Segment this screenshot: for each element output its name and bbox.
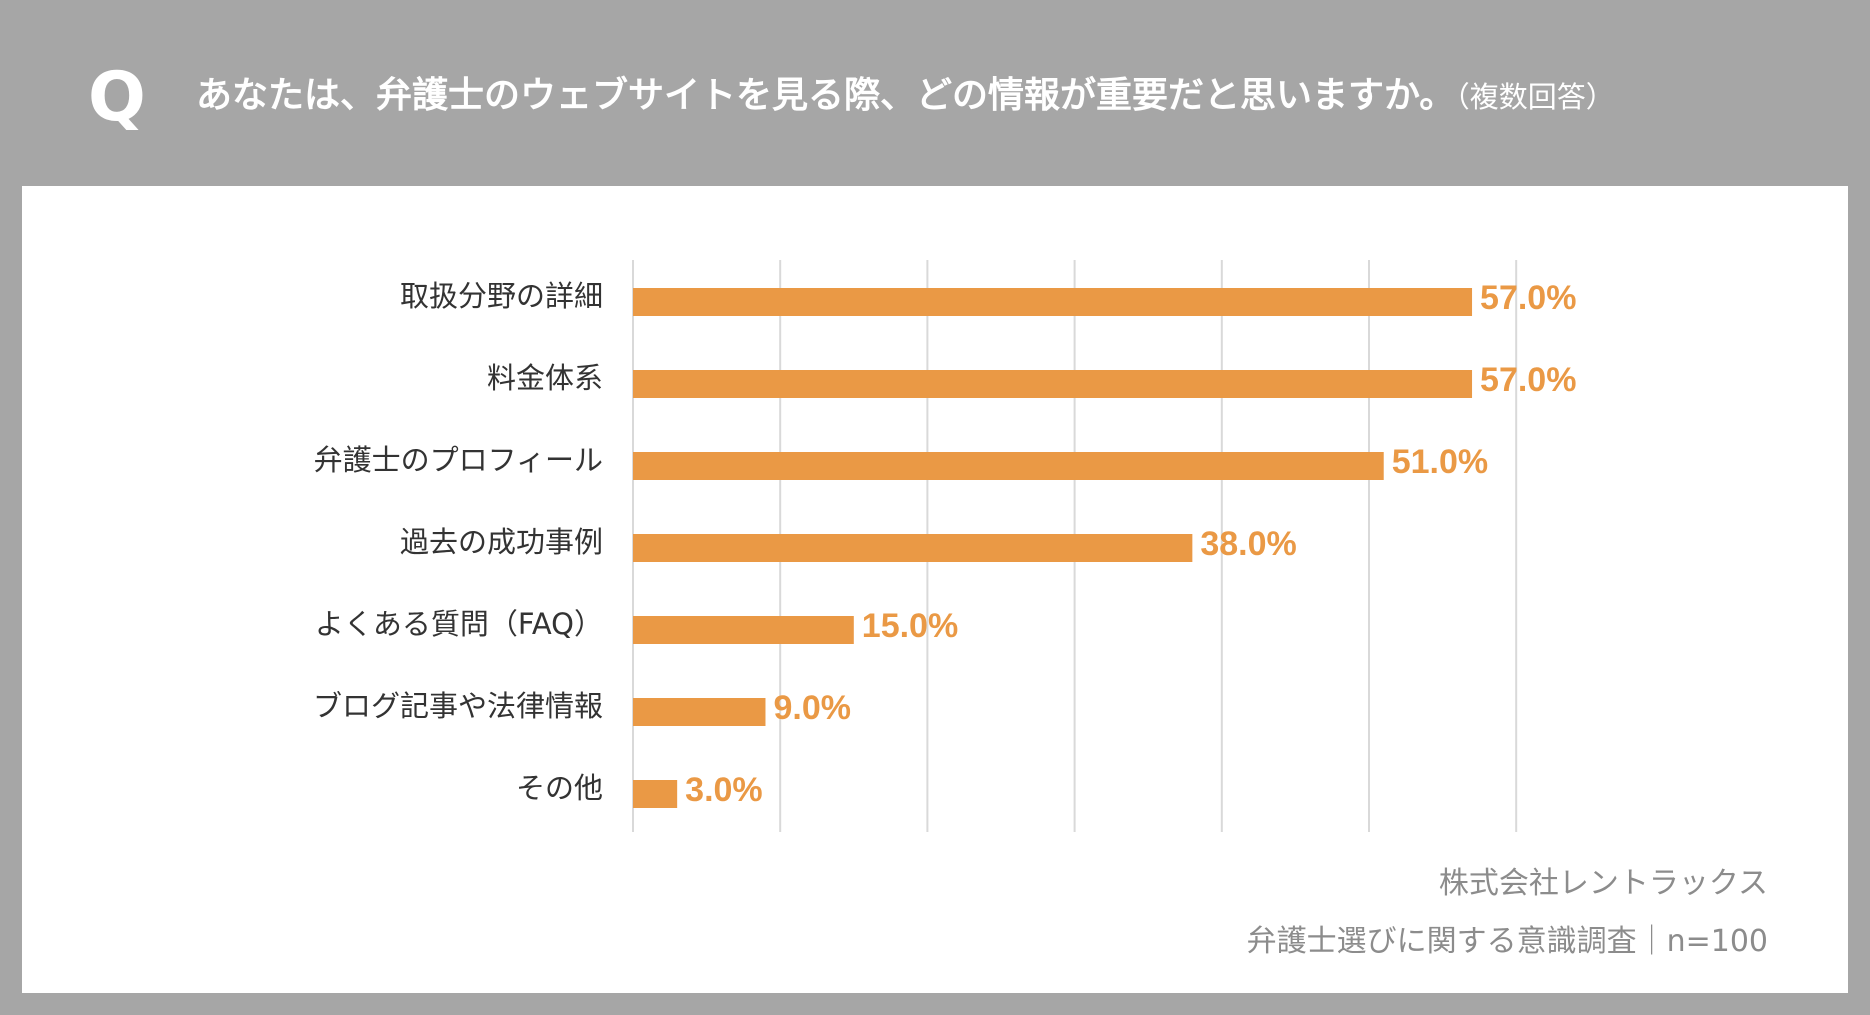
question-note: （複数回答） (1455, 80, 1615, 114)
category-label: 取扱分野の詳細 (400, 279, 603, 313)
value-label: 3.0% (685, 771, 763, 809)
value-label: 9.0% (773, 689, 851, 727)
bar (633, 534, 1193, 562)
question-text: あなたは、弁護士のウェブサイトを見る際、どの情報が重要だと思いますか。（複数回答… (196, 68, 1615, 125)
bar-chart: 取扱分野の詳細 57.0% 料金体系 57.0% 弁護士のプロフィール 51.0% 過去の成… (313, 260, 1576, 832)
category-label: ブログ記事や法律情報 (313, 689, 603, 723)
company-credit: 株式会社レントラックス (1438, 866, 1768, 901)
bar (633, 780, 678, 808)
value-label: 15.0% (862, 607, 958, 645)
category-label: 弁護士のプロフィール (314, 443, 603, 477)
bar (633, 370, 1473, 398)
value-label: 38.0% (1200, 525, 1296, 563)
value-label: 57.0% (1480, 279, 1576, 317)
question-main: あなたは、弁護士のウェブサイトを見る際、どの情報が重要だと思いますか。 (196, 75, 1456, 116)
question-header: Q あなたは、弁護士のウェブサイトを見る際、どの情報が重要だと思いますか。（複数… (0, 0, 1870, 180)
bar (633, 288, 1473, 316)
chart-panel: 取扱分野の詳細 57.0% 料金体系 57.0% 弁護士のプロフィール 51.0% 過去の成… (22, 186, 1848, 993)
bar (633, 698, 766, 726)
bar (633, 452, 1384, 480)
q-mark: Q (88, 58, 146, 137)
category-label: 料金体系 (487, 361, 603, 395)
value-label: 57.0% (1480, 361, 1576, 399)
category-label: 過去の成功事例 (400, 525, 603, 559)
bar (633, 616, 854, 644)
value-label: 51.0% (1392, 443, 1488, 481)
category-label: その他 (516, 771, 603, 805)
category-label: よくある質問（FAQ） (315, 607, 603, 641)
survey-credit: 弁護士選びに関する意識調査｜n=100 (1246, 924, 1768, 959)
